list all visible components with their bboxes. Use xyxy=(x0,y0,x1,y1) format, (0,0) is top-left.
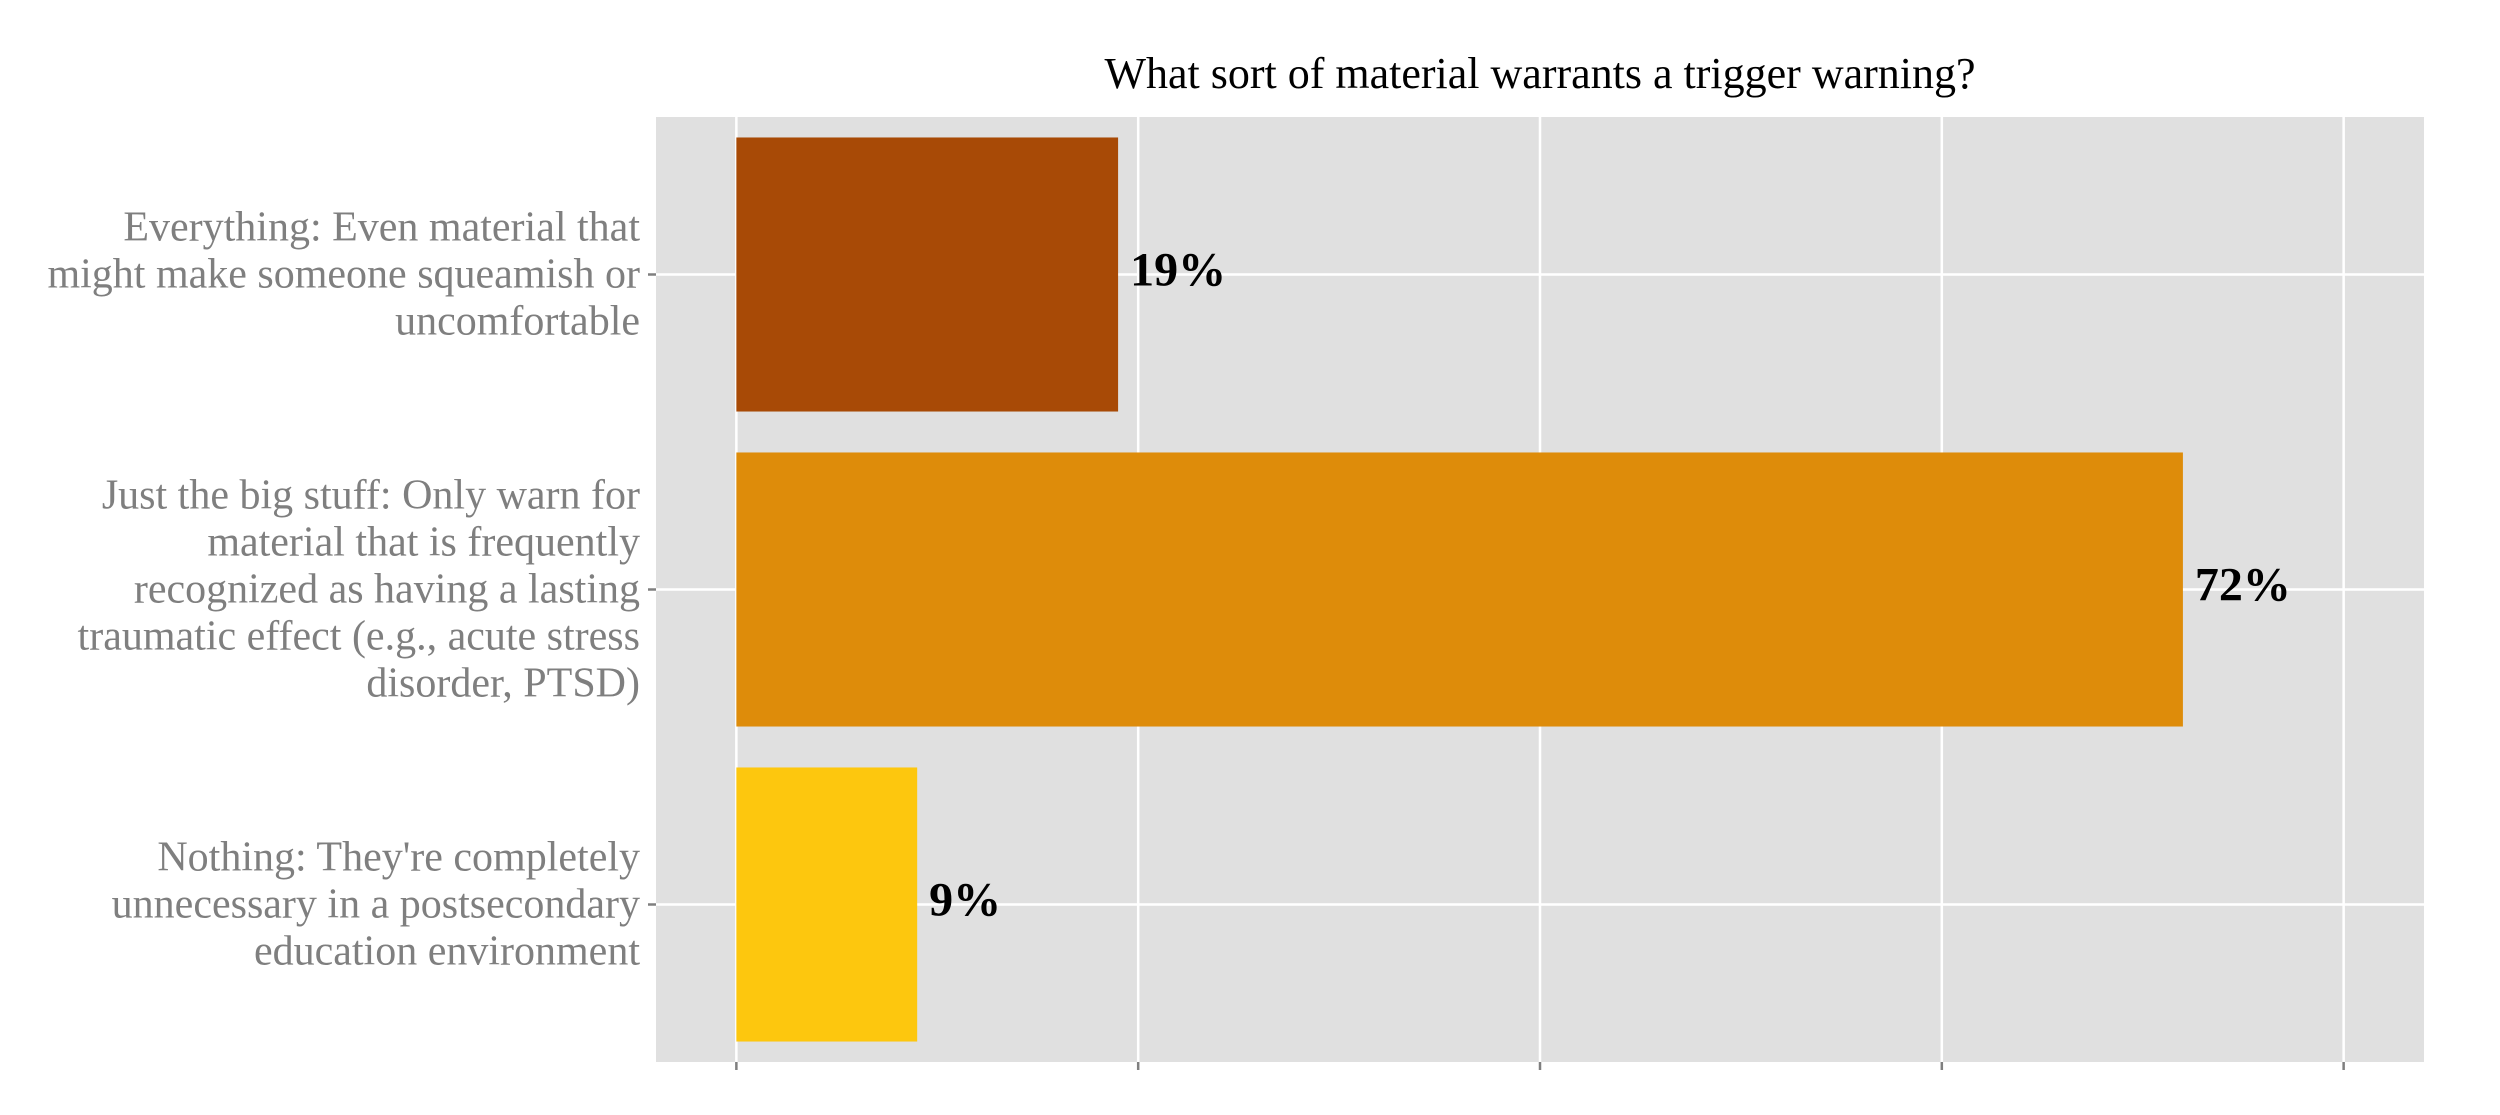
bar xyxy=(736,137,1119,412)
value-label: 72% xyxy=(2195,559,2291,612)
y-tick-label: Just the big stuff: Only warn for materi… xyxy=(77,472,640,706)
y-tick-label: Nothing: They're completely unnecessary … xyxy=(111,834,640,974)
bar xyxy=(736,452,2183,727)
chart-title: What sort of material warrants a trigger… xyxy=(1104,49,1975,98)
bar xyxy=(736,767,918,1042)
y-tick-label: Everything: Even material that might mak… xyxy=(47,204,640,344)
value-label: 9% xyxy=(929,874,1001,927)
value-label: 19% xyxy=(1130,244,1226,297)
